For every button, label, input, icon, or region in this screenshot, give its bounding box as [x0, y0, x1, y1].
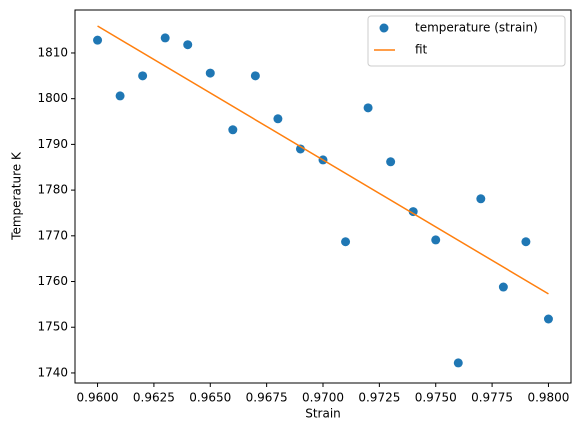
data-point — [183, 40, 193, 50]
data-point — [498, 282, 508, 292]
legend-box — [367, 15, 566, 67]
data-point — [115, 91, 125, 101]
y-tick-label: 1770 — [37, 228, 68, 242]
data-point — [543, 314, 553, 324]
plot-frame — [74, 9, 572, 384]
x-tick-label: 0.9800 — [527, 391, 569, 405]
data-point — [250, 71, 260, 81]
y-tick-label: 1740 — [37, 365, 68, 379]
x-tick-label: 0.9700 — [302, 391, 344, 405]
y-tick-label: 1800 — [37, 91, 68, 105]
x-tick-label: 0.9750 — [415, 391, 457, 405]
y-tick-label: 1810 — [37, 45, 68, 59]
fit-line — [97, 25, 549, 295]
data-point — [273, 114, 283, 124]
data-point — [341, 237, 351, 247]
legend-label: fit — [415, 43, 428, 57]
data-point — [476, 194, 486, 204]
x-tick-label: 0.9625 — [133, 391, 175, 405]
x-axis-label: Strain — [305, 407, 341, 421]
y-tick-label: 1790 — [37, 137, 68, 151]
y-tick-label: 1760 — [37, 274, 68, 288]
x-tick-label: 0.9650 — [189, 391, 231, 405]
x-tick-label: 0.9775 — [471, 391, 513, 405]
data-point — [160, 33, 170, 43]
data-point — [363, 103, 373, 113]
data-point — [453, 358, 463, 368]
y-tick-label: 1780 — [37, 183, 68, 197]
legend-marker — [379, 23, 389, 33]
x-tick-label: 0.9675 — [246, 391, 288, 405]
data-point — [138, 71, 148, 81]
data-point — [431, 235, 441, 245]
data-point — [228, 125, 238, 135]
legend-label: temperature (strain) — [415, 21, 538, 35]
data-point — [93, 35, 103, 45]
y-tick-label: 1750 — [37, 320, 68, 334]
x-tick-label: 0.9725 — [358, 391, 400, 405]
data-point — [295, 144, 305, 154]
data-point — [408, 207, 418, 217]
y-axis-label: Temperature K — [10, 151, 24, 241]
data-point — [521, 237, 531, 247]
data-point — [386, 157, 396, 167]
x-tick-label: 0.9600 — [77, 391, 119, 405]
data-point — [205, 68, 215, 78]
